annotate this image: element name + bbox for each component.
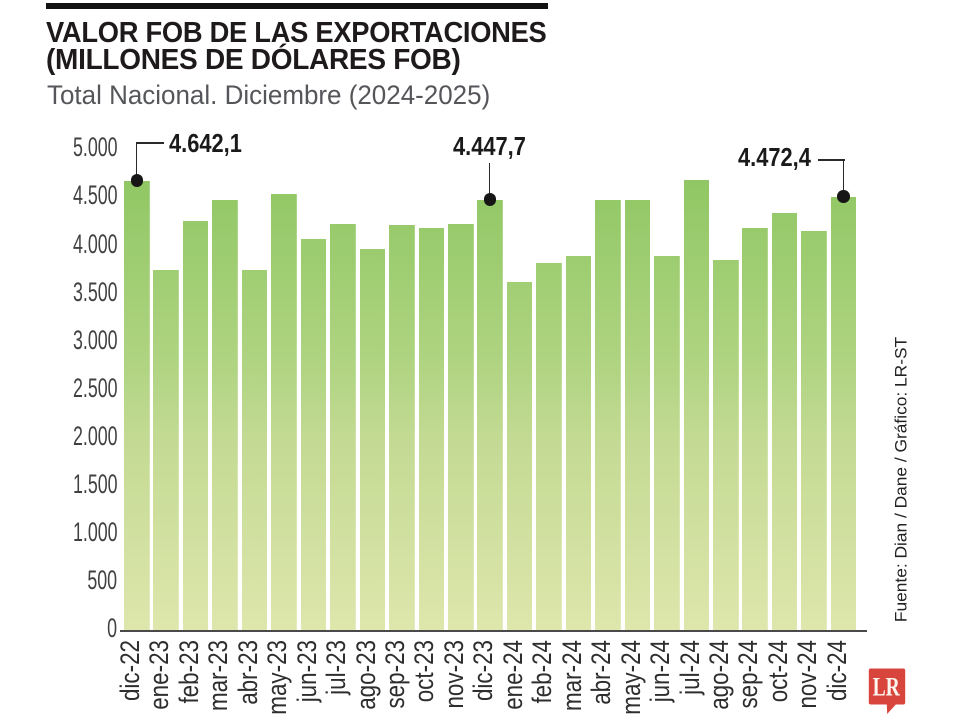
svg-text:LR: LR (873, 672, 901, 702)
